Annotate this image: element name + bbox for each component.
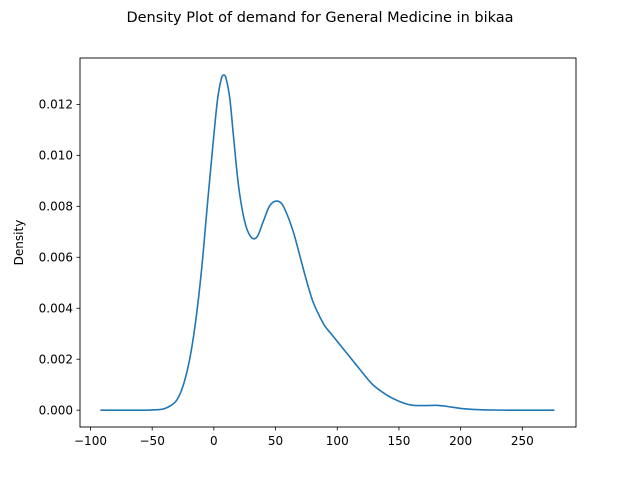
y-tick-label: 0.006 (39, 251, 73, 265)
density-curve (100, 74, 555, 412)
y-tick-label: 0.002 (39, 353, 73, 367)
x-axis-ticks: −100 −50 0 50 100 150 200 250 (74, 427, 534, 448)
x-tick-label: 150 (387, 434, 410, 448)
y-axis-ticks: 0.000 0.002 0.004 0.006 0.008 0.010 0.012 (39, 98, 80, 417)
y-tick-label: 0.008 (39, 200, 73, 214)
x-tick-label: −50 (140, 434, 165, 448)
plot-area-frame (79, 57, 577, 428)
y-tick-label: 0.010 (39, 149, 73, 163)
x-tick-label: 0 (210, 434, 218, 448)
x-tick-label: −100 (74, 434, 107, 448)
y-tick-label: 0.004 (39, 302, 73, 316)
y-tick-label: 0.000 (39, 403, 73, 417)
y-axis-label: Density (12, 220, 26, 266)
x-tick-label: 250 (511, 434, 534, 448)
y-tick-label: 0.012 (39, 98, 73, 112)
x-tick-label: 50 (268, 434, 283, 448)
x-tick-label: 200 (449, 434, 472, 448)
chart-title: Density Plot of demand for General Medic… (126, 10, 513, 26)
x-tick-label: 100 (326, 434, 349, 448)
